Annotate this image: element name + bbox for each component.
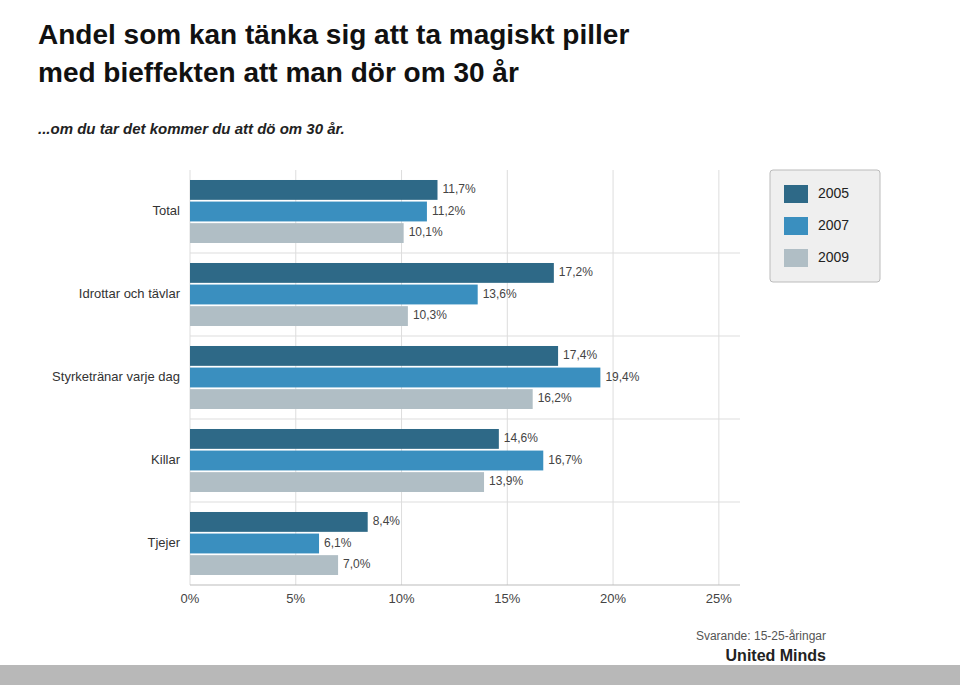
data-label: 14,6% bbox=[504, 431, 538, 445]
data-label: 16,2% bbox=[538, 391, 572, 405]
group-separator bbox=[190, 419, 740, 420]
x-tick-label: 25% bbox=[706, 591, 732, 606]
data-label: 11,7% bbox=[443, 182, 476, 196]
category-label: Styrketränar varje dag bbox=[52, 369, 180, 384]
bar bbox=[190, 202, 427, 222]
x-axis-line bbox=[190, 585, 740, 586]
bar bbox=[190, 512, 368, 532]
data-label: 13,9% bbox=[489, 474, 523, 488]
bars bbox=[190, 180, 600, 575]
legend-swatch bbox=[784, 249, 808, 267]
bar bbox=[190, 180, 438, 200]
bar bbox=[190, 346, 558, 366]
data-label: 7,0% bbox=[343, 557, 371, 571]
chart-svg: Andel som kan tänka sig att ta magiskt p… bbox=[0, 0, 960, 685]
x-tick-label: 15% bbox=[494, 591, 520, 606]
data-label: 6,1% bbox=[324, 536, 352, 550]
bar bbox=[190, 534, 319, 554]
category-label: Idrottar och tävlar bbox=[79, 286, 181, 301]
group-separator bbox=[190, 502, 740, 503]
data-label: 8,4% bbox=[373, 514, 401, 528]
x-tick-label: 10% bbox=[389, 591, 415, 606]
data-label: 16,7% bbox=[548, 453, 582, 467]
grid-line bbox=[718, 170, 719, 585]
data-label: 10,3% bbox=[413, 308, 447, 322]
bar bbox=[190, 223, 404, 243]
data-label: 17,4% bbox=[563, 348, 597, 362]
data-label: 13,6% bbox=[483, 287, 517, 301]
chart-container: Andel som kan tänka sig att ta magiskt p… bbox=[0, 0, 960, 685]
bar bbox=[190, 389, 533, 409]
bar bbox=[190, 472, 484, 492]
bar bbox=[190, 555, 338, 575]
legend-label: 2007 bbox=[818, 217, 849, 233]
category-label: Tjejer bbox=[147, 535, 180, 550]
category-label: Total bbox=[153, 203, 181, 218]
x-tick-label: 20% bbox=[600, 591, 626, 606]
legend-frame bbox=[770, 170, 880, 282]
group-separator bbox=[190, 336, 740, 337]
bar bbox=[190, 306, 408, 326]
title: Andel som kan tänka sig att ta magiskt p… bbox=[38, 19, 629, 50]
data-label: 19,4% bbox=[605, 370, 639, 384]
category-label: Killar bbox=[151, 452, 181, 467]
grid bbox=[190, 170, 719, 585]
x-tick-label: 5% bbox=[286, 591, 305, 606]
data-label: 11,2% bbox=[432, 204, 465, 218]
bar bbox=[190, 285, 478, 305]
bar bbox=[190, 263, 554, 283]
legend: 2005 2007 2009 bbox=[770, 170, 880, 282]
legend-swatch bbox=[784, 185, 808, 203]
legend-swatch bbox=[784, 217, 808, 235]
footer-bar bbox=[0, 665, 960, 685]
legend-label: 2009 bbox=[818, 249, 849, 265]
data-label: 17,2% bbox=[559, 265, 593, 279]
footer-source: United Minds bbox=[726, 647, 827, 664]
x-tick-label: 0% bbox=[181, 591, 200, 606]
data-label: 10,1% bbox=[409, 225, 443, 239]
footer-note: Svarande: 15-25-åringar bbox=[696, 629, 826, 643]
subtitle: ...om du tar det kommer du att dö om 30 … bbox=[38, 120, 345, 137]
bar bbox=[190, 368, 600, 388]
data-labels: 11,7% 11,2% 10,1% 17,2% 13,6% 10,3% 17,4% 19,4%… bbox=[324, 182, 640, 571]
legend-label: 2005 bbox=[818, 185, 849, 201]
title: med bieffekten att man dör om 30 år bbox=[38, 57, 519, 88]
bar bbox=[190, 451, 543, 471]
bar bbox=[190, 429, 499, 449]
group-separator bbox=[190, 253, 740, 254]
